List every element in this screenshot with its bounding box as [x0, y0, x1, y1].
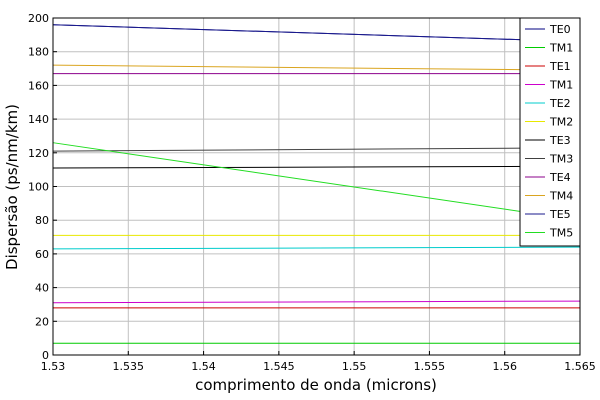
- series-line-te5-10: [52, 24, 581, 43]
- y-tick-label: 60: [35, 248, 49, 261]
- legend-label: TE0: [549, 23, 571, 36]
- legend-label: TM4: [549, 190, 573, 203]
- series-line-te2-4: [52, 246, 581, 250]
- x-axis-title: comprimento de onda (microns): [195, 376, 437, 394]
- y-axis-ticks: 0 20 40 60 80 100 120 140 160 180 200: [28, 12, 57, 362]
- series-line-te3-6: [52, 165, 581, 169]
- series-lines: [52, 24, 581, 344]
- y-tick-label: 140: [28, 113, 49, 126]
- legend-label: TE3: [549, 134, 571, 147]
- x-tick-label: 1.565: [564, 360, 596, 373]
- series-line-tm4-9: [52, 64, 581, 71]
- legend: TE0 TM1 TE1 TM1 TE2 TM2 TE3 TM3 TE4 TM4 TE5 TM5: [519, 17, 581, 247]
- legend-label: TE4: [549, 171, 571, 184]
- y-tick-label: 200: [28, 12, 49, 25]
- legend-label: TE2: [549, 97, 571, 110]
- legend-label: TM1: [549, 42, 573, 55]
- y-tick-label: 120: [28, 147, 49, 160]
- y-tick-label: 160: [28, 79, 49, 92]
- x-tick-label: 1.555: [414, 360, 446, 373]
- y-tick-label: 100: [28, 181, 49, 194]
- y-tick-label: 0: [42, 349, 49, 362]
- x-tick-label: 1.545: [263, 360, 295, 373]
- y-tick-label: 80: [35, 214, 49, 227]
- y-axis-title: Dispersão (ps/nm/km): [3, 104, 21, 270]
- y-tick-label: 40: [35, 282, 49, 295]
- series-line-tm1-3: [52, 300, 581, 304]
- x-tick-label: 1.56: [492, 360, 517, 373]
- x-tick-label: 1.53: [41, 360, 66, 373]
- series-line-tm3-7: [52, 147, 581, 152]
- y-tick-label: 180: [28, 46, 49, 59]
- legend-box: [519, 17, 581, 247]
- legend-label: TM1: [549, 79, 573, 92]
- y-tick-label: 20: [35, 315, 49, 328]
- legend-label: TM3: [549, 153, 573, 166]
- legend-label: TM5: [549, 227, 573, 240]
- legend-label: TM2: [549, 116, 573, 129]
- x-tick-label: 1.535: [113, 360, 145, 373]
- series-line-tm5-11: [52, 142, 581, 221]
- legend-label: TE5: [549, 208, 571, 221]
- x-tick-label: 1.54: [191, 360, 216, 373]
- legend-label: TE1: [549, 60, 571, 73]
- x-tick-label: 1.55: [342, 360, 367, 373]
- x-axis-ticks: 1.53 1.535 1.54 1.545 1.55 1.555 1.56 1.565: [41, 351, 596, 373]
